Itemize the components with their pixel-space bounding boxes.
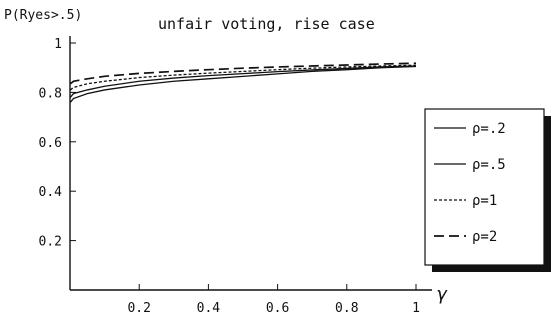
y-tick-label: 0.2: [39, 235, 62, 250]
y-tick-label: 1: [54, 37, 62, 52]
x-tick-label: 1: [412, 301, 420, 316]
legend-label-4: ρ=2: [472, 229, 497, 245]
x-tick-label: 0.2: [127, 301, 150, 316]
legend-label-1: ρ=.2: [472, 121, 506, 137]
x-tick-label: 0.6: [266, 301, 289, 316]
x-tick-label: 0.8: [335, 301, 358, 316]
x-tick-label: 0.4: [197, 301, 221, 316]
chart-title: unfair voting, rise case: [158, 15, 375, 33]
axes: 0.2 0.4 0.6 0.8 1 0.2 0.4 0.6 0.8 1 γ: [39, 36, 448, 316]
legend-label-3: ρ=1: [472, 193, 497, 209]
legend: ρ=.2 ρ=.5 ρ=1 ρ=2: [424, 108, 551, 272]
legend-box: [424, 108, 545, 266]
plot-area: [69, 62, 417, 103]
series-line-1: [69, 65, 417, 103]
y-tick-label: 0.4: [39, 185, 63, 200]
y-axis-title: P(Ryes>.5): [4, 8, 82, 23]
y-tick-label: 0.8: [39, 86, 62, 101]
x-axis-title: γ: [437, 284, 448, 305]
series-line-2: [69, 65, 417, 98]
series-line-4: [69, 62, 417, 85]
y-tick-label: 0.6: [39, 136, 62, 151]
legend-label-2: ρ=.5: [472, 157, 506, 173]
